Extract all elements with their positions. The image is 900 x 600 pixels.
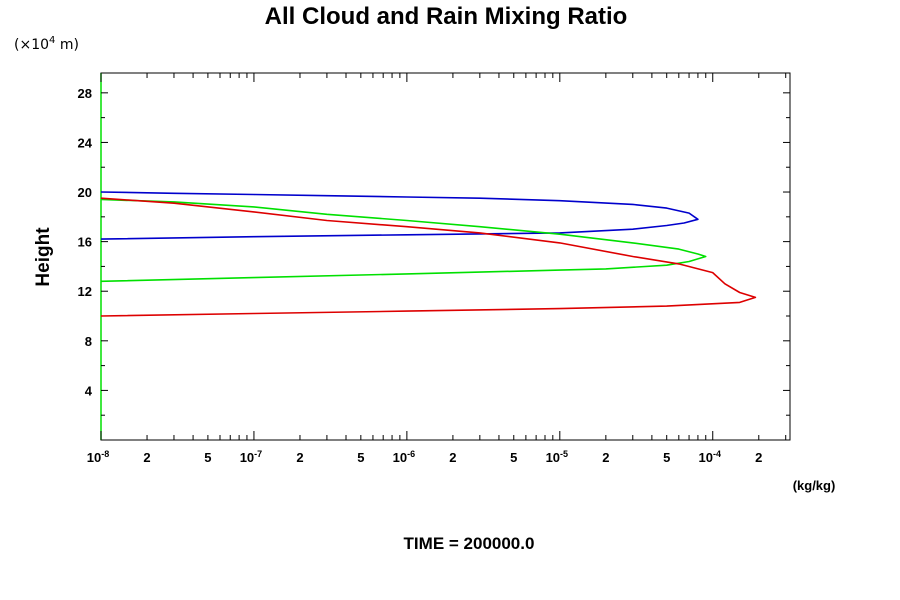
x-tick-base: 10: [87, 450, 101, 465]
x-tick-base: 10: [240, 450, 254, 465]
y-tick-label: 8: [85, 334, 92, 349]
y-scale-note-suffix: m): [55, 37, 79, 53]
x-tick-label: 10-6: [393, 449, 415, 465]
plot-frame: [100, 72, 791, 441]
y-scale-note-prefix: (×10: [14, 37, 49, 53]
x-tick-label: 2: [296, 450, 303, 465]
x-tick-label: 10-7: [240, 449, 262, 465]
x-tick-label: 10-8: [87, 449, 109, 465]
y-axis-ticks: 4 8 12 16 20 24 28: [78, 86, 790, 416]
x-tick-label: 5: [663, 450, 670, 465]
y-tick-label: 4: [85, 383, 93, 398]
y-tick-label: 16: [78, 235, 92, 250]
series-line-2: [100, 198, 707, 283]
x-tick-label: 2: [449, 450, 456, 465]
x-axis-ticks: 10-8 2 5 10-7 2 5 10-6 2 5 10-5 2 5 10-4 2: [87, 73, 787, 465]
x-tick-label: 5: [510, 450, 517, 465]
chart-title: All Cloud and Rain Mixing Ratio: [265, 3, 628, 30]
series-line-1: [100, 191, 699, 240]
series-layer: [100, 191, 757, 317]
x-tick-exponent: -6: [407, 449, 415, 459]
y-axis-label: Height: [33, 227, 54, 287]
x-tick-exponent: -5: [560, 449, 568, 459]
time-footer: TIME = 200000.0: [404, 534, 535, 553]
x-axis-unit: (kg/kg): [793, 478, 836, 493]
x-tick-base: 10: [393, 450, 407, 465]
x-tick-label: 10-4: [699, 449, 721, 465]
y-tick-label: 12: [78, 284, 92, 299]
x-tick-base: 10: [546, 450, 560, 465]
x-tick-label: 2: [755, 450, 762, 465]
y-scale-note: (×104 m): [14, 35, 79, 53]
y-tick-label: 24: [78, 135, 93, 150]
x-tick-label: 2: [143, 450, 150, 465]
x-tick-label: 2: [602, 450, 609, 465]
x-tick-label: 5: [204, 450, 211, 465]
x-tick-exponent: -7: [254, 449, 262, 459]
x-tick-label: 5: [357, 450, 364, 465]
x-tick-base: 10: [699, 450, 713, 465]
y-tick-label: 28: [78, 86, 92, 101]
y-scale-note-exponent: 4: [49, 35, 55, 46]
x-tick-label: 10-5: [546, 449, 568, 465]
series-line-3: [100, 197, 757, 317]
x-tick-exponent: -4: [713, 449, 721, 459]
y-tick-label: 20: [78, 185, 92, 200]
x-tick-exponent: -8: [101, 449, 109, 459]
